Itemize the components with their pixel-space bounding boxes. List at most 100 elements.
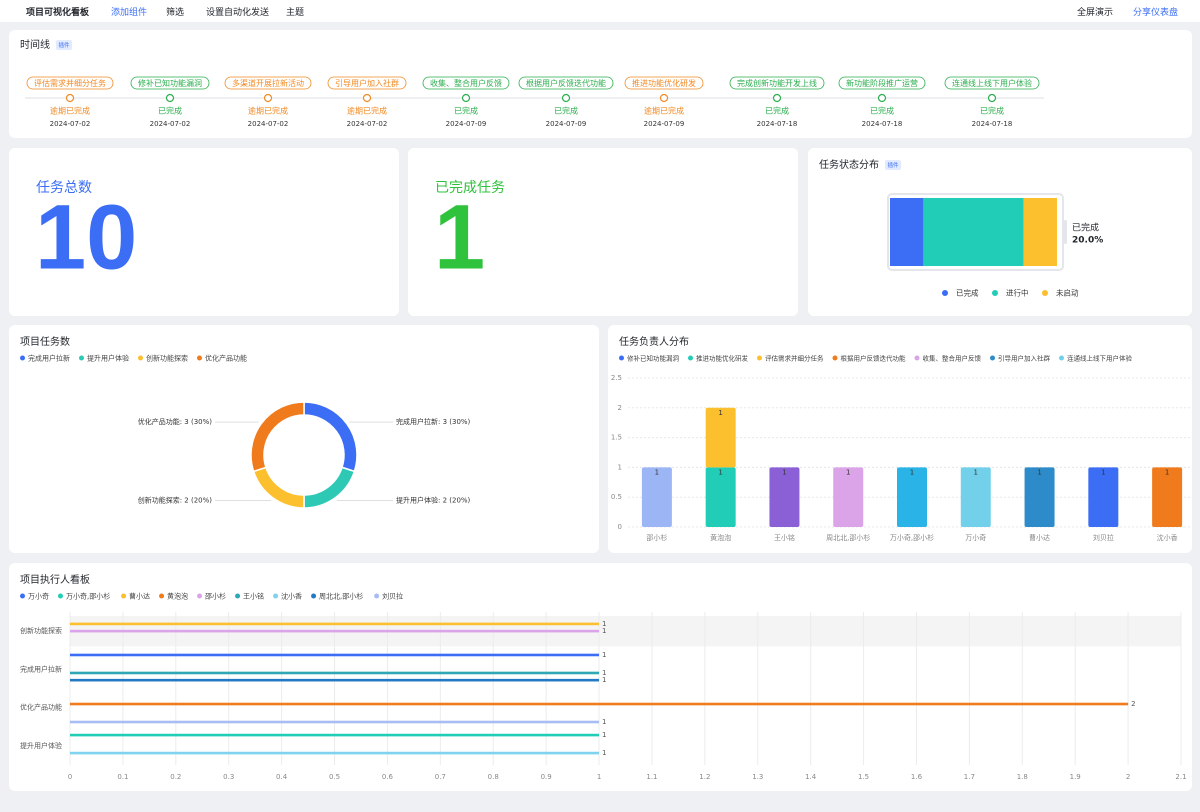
legend-label: 修补已知功能漏洞	[627, 354, 680, 363]
bar-value-label: 1	[655, 468, 659, 476]
bar-value-label: 1	[602, 620, 606, 628]
x-tick-label: 1.5	[858, 773, 869, 781]
card-value: 10	[35, 186, 137, 288]
status-segment	[923, 198, 1024, 266]
legend-label: 周北北,邵小杉	[319, 592, 363, 601]
milestone-date: 2024-07-09	[644, 120, 685, 128]
y-tick-label: 0	[618, 523, 622, 531]
toolbar-button[interactable]: 设置自动化发送	[206, 8, 270, 18]
donut-slice	[250, 401, 305, 473]
legend-swatch	[688, 355, 693, 361]
bar-value-label: 1	[974, 468, 978, 476]
legend-swatch	[942, 290, 948, 296]
x-tick-label: 0.9	[541, 773, 552, 781]
slice-label: 完成用户拉新: 3 (30%)	[396, 417, 471, 426]
x-tick-label: 1.9	[1070, 773, 1081, 781]
chart-panel: 项目执行人看板 万小奇 万小奇,邵小杉 曹小达 黄泡泡 邵小杉 王小铭 沈小香 周北北,邵小杉 刘…	[9, 563, 1192, 791]
x-tick-label: 2	[1126, 773, 1130, 781]
legend-swatch	[20, 355, 25, 361]
milestone-date: 2024-07-02	[347, 120, 388, 128]
legend-label: 黄泡泡	[167, 592, 188, 601]
legend-label: 万小奇,邵小杉	[66, 592, 110, 601]
card-value: 1	[434, 186, 485, 288]
bar	[70, 671, 600, 675]
x-tick-label: 万小奇,邵小杉	[890, 533, 934, 542]
x-tick-label: 0.7	[435, 773, 446, 781]
legend-label: 收集、整合用户反馈	[923, 354, 982, 363]
bar-value-label: 1	[602, 749, 606, 757]
toolbar-button[interactable]: 筛选	[166, 8, 185, 18]
toolbar-button[interactable]: 分享仪表盘	[1133, 8, 1179, 18]
milestone-status: 逾期已完成	[644, 106, 684, 116]
milestone-label: 根据用户反馈迭代功能	[526, 78, 606, 88]
bar-segment	[1152, 467, 1183, 527]
y-tick-label: 优化产品功能	[20, 703, 62, 712]
milestone-label: 推进功能优化研发	[632, 78, 696, 88]
battery-tip	[1064, 220, 1067, 244]
bar	[70, 702, 1129, 706]
bar-segment	[1088, 467, 1119, 527]
bar	[70, 678, 600, 682]
toolbar-button[interactable]: 主题	[286, 8, 305, 18]
legend-swatch	[20, 593, 25, 599]
milestone-pill	[26, 76, 114, 90]
toolbar-button[interactable]: 全屏演示	[1077, 8, 1114, 18]
legend-label: 王小铭	[243, 592, 264, 601]
milestone-dot	[362, 93, 372, 103]
milestone-status: 已完成	[980, 106, 1004, 116]
milestone-date: 2024-07-02	[150, 120, 191, 128]
milestone-status: 已完成	[554, 106, 578, 116]
milestone-date: 2024-07-18	[757, 120, 798, 128]
legend-swatch	[58, 593, 63, 599]
chart-title: 任务状态分布	[819, 158, 879, 171]
status-label-value: 20.0%	[1072, 236, 1103, 246]
bar-value-label: 1	[602, 731, 606, 739]
bar-segment	[960, 467, 991, 527]
x-tick-label: 1.8	[1017, 773, 1028, 781]
panel-title: 时间线	[20, 38, 50, 51]
kpi-card: 任务总数 10	[9, 148, 399, 316]
bar	[70, 629, 600, 633]
card-title: 已完成任务	[435, 180, 505, 196]
y-tick-label: 2.5	[611, 374, 622, 382]
milestone-date: 2024-07-09	[446, 120, 487, 128]
bar-value-label: 1	[1037, 468, 1041, 476]
status-segment	[890, 198, 924, 266]
x-tick-label: 万小奇	[965, 533, 986, 542]
legend-swatch	[121, 593, 127, 599]
x-tick-label: 0.3	[223, 773, 234, 781]
milestone-pill	[327, 76, 407, 90]
bar-value-label: 1	[602, 651, 606, 659]
x-tick-label: 0.8	[488, 773, 499, 781]
legend-swatch	[914, 355, 920, 361]
bar-segment	[1024, 467, 1055, 527]
milestone-pill	[224, 76, 312, 90]
legend-swatch	[619, 355, 624, 361]
legend-label: 评估需求并细分任务	[765, 354, 824, 363]
legend-label: 提升用户体验	[87, 354, 129, 363]
status-label-name: 已完成	[1072, 222, 1099, 234]
timeline-panel: 时间线 插件 评估需求并细分任务 逾期已完成 2024-07-02 修补已知功能漏洞 已完成…	[9, 30, 1192, 138]
x-tick-label: 1	[597, 773, 601, 781]
x-tick-label: 王小铭	[774, 533, 795, 542]
x-tick-label: 0.4	[276, 773, 288, 781]
bar-segment	[769, 467, 800, 527]
legend-swatch	[235, 593, 241, 599]
toolbar-button[interactable]: 添加组件	[111, 8, 148, 18]
x-tick-label: 曹小达	[1029, 533, 1050, 542]
bar-value-label: 1	[1165, 468, 1169, 476]
legend-label: 推进功能优化研发	[696, 354, 749, 363]
donut-slice	[303, 466, 356, 509]
tag-bg	[56, 40, 72, 50]
legend-swatch	[374, 593, 380, 599]
bar-value-label: 1	[718, 409, 722, 417]
bar-value-label: 1	[602, 669, 606, 677]
bar-value-label: 1	[602, 718, 606, 726]
milestone-dot	[561, 93, 571, 103]
x-tick-label: 0.2	[170, 773, 181, 781]
